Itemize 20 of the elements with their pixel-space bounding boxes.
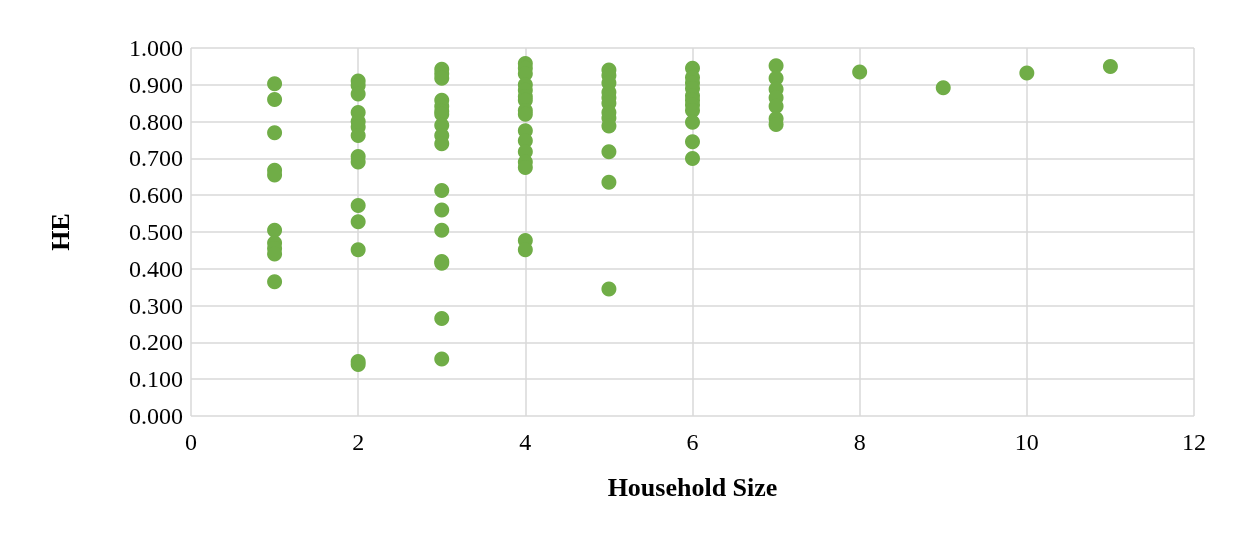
y-tick-label: 0.500 — [129, 219, 183, 245]
y-tick-label: 0.600 — [129, 182, 183, 209]
y-tick-label: 0.900 — [129, 71, 183, 98]
x-tick-label: 12 — [1182, 429, 1206, 455]
y-tick-label: 0.700 — [129, 145, 183, 172]
x-tick-label: 8 — [853, 429, 866, 455]
y-tick-label: 0.200 — [129, 329, 183, 356]
x-tick-label: 0 — [185, 429, 197, 455]
y-tick-label: 0.800 — [129, 108, 183, 135]
y-tick-label: 1.000 — [129, 35, 183, 61]
y-tick-label: 0.000 — [129, 403, 183, 429]
x-tick-label: 4 — [519, 429, 532, 455]
y-axis-title: HE — [45, 213, 75, 251]
y-tick-label: 0.400 — [129, 255, 183, 282]
y-tick-label: 0.100 — [129, 366, 183, 393]
x-tick-label: 10 — [1014, 429, 1039, 455]
x-tick-label: 6 — [686, 429, 699, 455]
x-tick-label: 2 — [352, 429, 365, 455]
x-axis-title: Household Size — [607, 472, 778, 502]
y-tick-label: 0.300 — [129, 292, 183, 319]
